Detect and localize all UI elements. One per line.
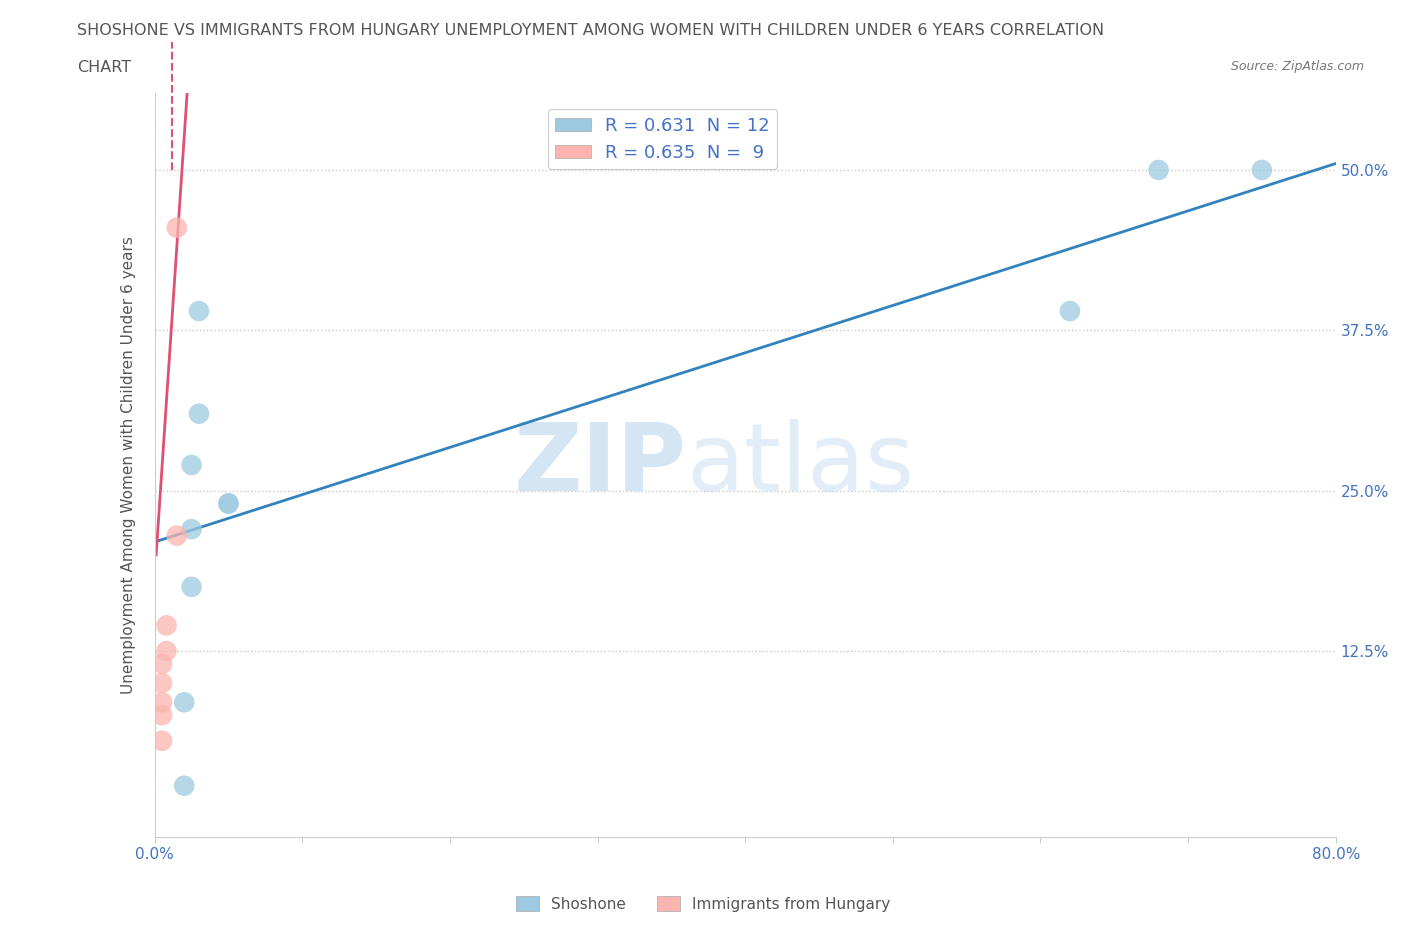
Point: [187, 406, 211, 421]
Point: [155, 618, 177, 632]
Point: [166, 220, 188, 235]
Text: Source: ZipAtlas.com: Source: ZipAtlas.com: [1230, 60, 1364, 73]
Text: ZIP: ZIP: [513, 419, 686, 511]
Text: atlas: atlas: [686, 419, 914, 511]
Point: [180, 458, 202, 472]
Point: [150, 734, 173, 749]
Point: [1059, 303, 1081, 318]
Point: [150, 708, 173, 723]
Text: CHART: CHART: [77, 60, 131, 75]
Point: [150, 657, 173, 671]
Legend: Shoshone, Immigrants from Hungary: Shoshone, Immigrants from Hungary: [510, 889, 896, 918]
Point: [155, 644, 177, 658]
Point: [187, 303, 211, 318]
Point: [173, 778, 195, 793]
Point: [150, 675, 173, 690]
Point: [180, 522, 202, 537]
Point: [217, 496, 239, 511]
Point: [173, 695, 195, 710]
Point: [180, 579, 202, 594]
Point: [1147, 163, 1170, 178]
Point: [1251, 163, 1274, 178]
Point: [150, 695, 173, 710]
Point: [217, 496, 239, 511]
Y-axis label: Unemployment Among Women with Children Under 6 years: Unemployment Among Women with Children U…: [121, 236, 136, 694]
Point: [166, 528, 188, 543]
Text: SHOSHONE VS IMMIGRANTS FROM HUNGARY UNEMPLOYMENT AMONG WOMEN WITH CHILDREN UNDER: SHOSHONE VS IMMIGRANTS FROM HUNGARY UNEM…: [77, 23, 1105, 38]
Legend: R = 0.631  N = 12, R = 0.635  N =  9: R = 0.631 N = 12, R = 0.635 N = 9: [548, 110, 778, 169]
